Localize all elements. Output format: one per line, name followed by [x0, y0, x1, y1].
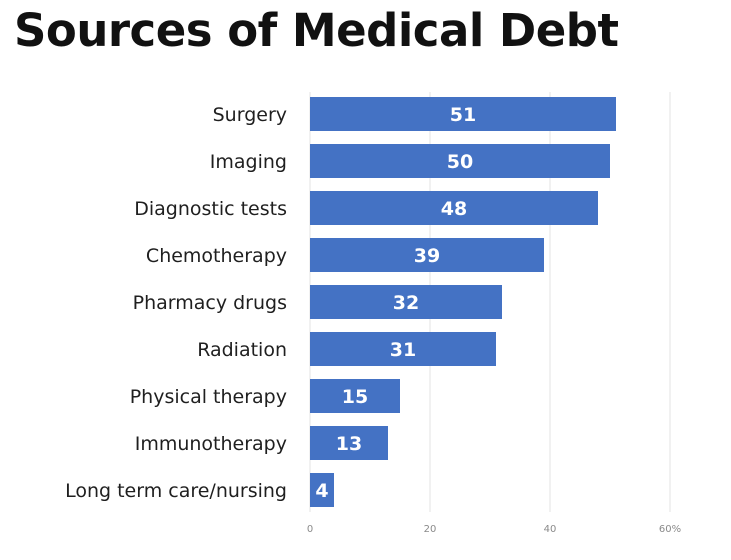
bars: 51 50 48 39 32 31 15 13 4 — [310, 97, 616, 507]
bar — [310, 332, 496, 366]
data-label: 4 — [315, 480, 328, 502]
bar — [310, 285, 502, 319]
x-tick-label: 60% — [659, 524, 681, 535]
bar — [310, 238, 544, 272]
category-label: Diagnostic tests — [134, 198, 287, 220]
data-label: 31 — [390, 339, 416, 361]
data-label: 39 — [414, 245, 440, 267]
bar — [310, 97, 616, 131]
category-label: Surgery — [213, 104, 287, 126]
bar — [310, 379, 400, 413]
category-label: Long term care/nursing — [65, 480, 287, 502]
x-tick-labels: 0 20 40 60% — [307, 524, 681, 535]
data-label: 13 — [336, 433, 362, 455]
category-labels: Surgery Imaging Diagnostic tests Chemothera… — [65, 104, 287, 502]
category-label: Pharmacy drugs — [133, 292, 287, 314]
data-label: 15 — [342, 386, 368, 408]
bar — [310, 473, 334, 507]
data-label: 48 — [441, 198, 467, 220]
bar — [310, 191, 598, 225]
category-label: Physical therapy — [130, 386, 287, 408]
category-label: Chemotherapy — [146, 245, 287, 267]
x-tick-label: 0 — [307, 524, 313, 535]
data-label: 51 — [450, 104, 476, 126]
x-tick-label: 20 — [424, 524, 437, 535]
category-label: Immunotherapy — [135, 433, 287, 455]
data-label: 50 — [447, 151, 473, 173]
chart-title: Sources of Medical Debt — [14, 4, 619, 57]
x-tick-label: 40 — [544, 524, 557, 535]
data-label: 32 — [393, 292, 419, 314]
bar — [310, 426, 388, 460]
category-label: Radiation — [197, 339, 287, 361]
category-label: Imaging — [210, 151, 287, 173]
bar — [310, 144, 610, 178]
